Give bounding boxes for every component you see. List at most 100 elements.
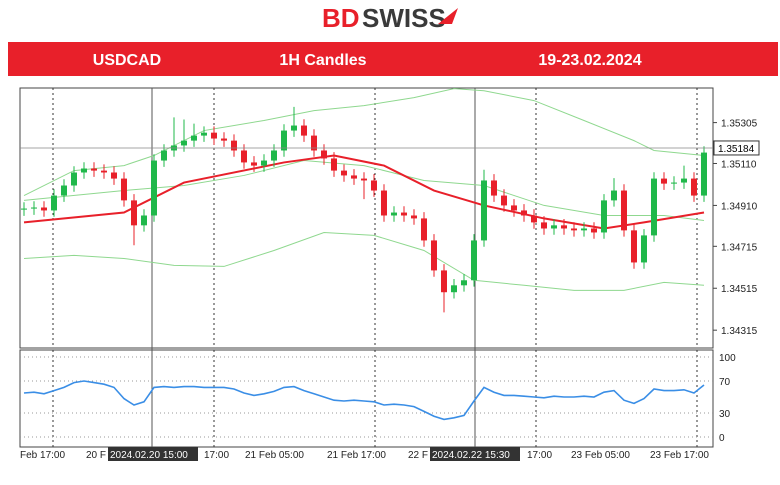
candle-body	[121, 178, 127, 201]
x-tick-label: 20 F	[86, 450, 106, 461]
last-price-label: 1.35184	[718, 144, 755, 155]
candle-body	[621, 190, 627, 231]
candle-body	[111, 172, 117, 179]
rsi-tick-label: 0	[719, 433, 725, 444]
candle-body	[311, 135, 317, 151]
candle-body	[241, 150, 247, 163]
candle-body	[371, 180, 377, 191]
y-tick-label: 1.34715	[721, 242, 758, 253]
candle-body	[71, 172, 77, 186]
x-label-highlight	[108, 447, 198, 461]
candle-body	[481, 180, 487, 241]
candle-body	[41, 207, 47, 211]
candle-body	[641, 235, 647, 263]
candle-body	[341, 170, 347, 176]
rsi-tick-label: 70	[719, 377, 731, 388]
candle-body	[581, 228, 587, 231]
rsi-line	[23, 380, 705, 421]
candle-body	[131, 200, 137, 226]
header-bar	[8, 42, 778, 76]
candle-body	[261, 160, 267, 166]
x-tick-label: 21 Feb 05:00	[245, 450, 304, 461]
candle-body	[491, 180, 497, 196]
candle-body	[591, 228, 597, 233]
candle-body	[351, 175, 357, 179]
x-label-highlight	[430, 447, 520, 461]
bollinger-band	[23, 231, 705, 291]
rsi-tick-label: 30	[719, 409, 731, 420]
candle-body	[681, 178, 687, 183]
candle-body	[661, 178, 667, 184]
candle-body	[361, 178, 367, 181]
bollinger-band	[23, 160, 705, 222]
candle-body	[61, 185, 67, 196]
candle-body	[101, 170, 107, 173]
candle-body	[51, 195, 57, 211]
header-timeframe: 1H Candles	[279, 52, 366, 69]
price-panel	[19, 87, 714, 349]
candle-body	[291, 125, 297, 131]
candle-body	[441, 270, 447, 293]
candle-body	[401, 212, 407, 216]
last-price-box	[713, 140, 760, 156]
candle-body	[561, 225, 567, 229]
candle-body	[691, 178, 697, 196]
candle-body	[201, 132, 207, 136]
candle-body	[571, 228, 577, 231]
header-symbol: USDCAD	[93, 52, 161, 69]
candle-body	[301, 125, 307, 136]
candle-body	[161, 150, 167, 161]
candle-body	[281, 130, 287, 151]
candle-body	[391, 212, 397, 216]
candle-body	[191, 135, 197, 141]
candle-body	[531, 215, 537, 223]
candle-body	[411, 215, 417, 219]
candle-body	[381, 190, 387, 216]
candle-body	[181, 140, 187, 146]
candle-body	[501, 195, 507, 206]
x-tick-label: Feb 17:00	[20, 450, 65, 461]
candle-body	[701, 152, 707, 196]
candle-body	[521, 210, 527, 216]
candle-body	[671, 182, 677, 184]
chart-layer: 1.35305 1.35110 1.34910 1.34715 1.34515 1.343…	[20, 88, 760, 461]
candle-body	[141, 215, 147, 226]
y-tick-label: 1.34315	[721, 326, 758, 337]
x-tick-label: 17:00	[204, 450, 229, 461]
candle-body	[231, 140, 237, 151]
x-tick-label: 21 Feb 17:00	[327, 450, 386, 461]
y-tick-label: 1.34910	[721, 201, 758, 212]
candle-body	[221, 138, 227, 141]
candle-body	[151, 160, 157, 216]
moving-average	[23, 154, 705, 230]
x-tick-label: 2024.02.22 15:30	[432, 450, 510, 461]
y-tick-label: 1.34515	[721, 284, 758, 295]
x-tick-label: 22 F	[408, 450, 428, 461]
candle-body	[251, 162, 257, 166]
y-tick-label: 1.35110	[721, 159, 757, 170]
candle-body	[631, 230, 637, 263]
candle-body	[21, 208, 27, 210]
candle-body	[321, 150, 327, 159]
x-tick-label: 23 Feb 05:00	[571, 450, 630, 461]
x-tick-label: 23 Feb 17:00	[650, 450, 709, 461]
candle-body	[461, 280, 467, 286]
candle-body	[31, 207, 37, 209]
candle-body	[451, 285, 457, 293]
x-tick-label: 2024.02.20 15:00	[110, 450, 188, 461]
bollinger-band	[23, 88, 705, 197]
candle-body	[91, 168, 97, 171]
x-tick-label: 17:00	[527, 450, 552, 461]
candle-body	[271, 150, 277, 161]
candle-body	[421, 218, 427, 241]
candle-body	[431, 240, 437, 271]
logo-mark	[438, 8, 458, 24]
candle-body	[601, 200, 607, 233]
rsi-tick-label: 100	[719, 353, 736, 364]
logo-bd: BD	[322, 3, 360, 33]
candle-body	[651, 178, 657, 236]
rsi-panel	[19, 349, 714, 448]
header-dates: 19-23.02.2024	[538, 52, 641, 69]
